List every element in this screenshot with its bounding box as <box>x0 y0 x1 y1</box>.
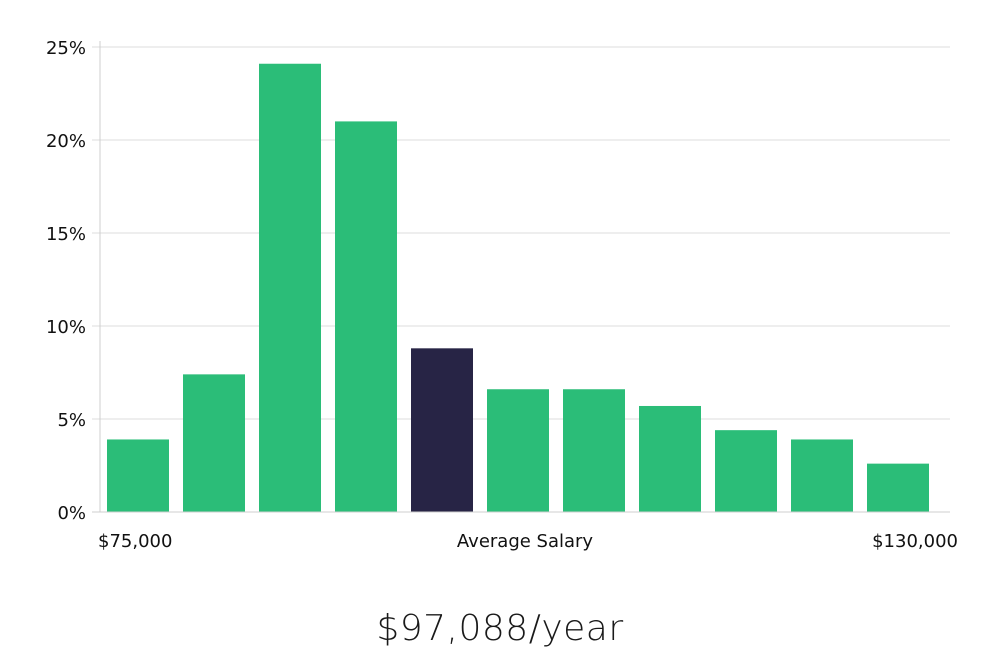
bar <box>563 389 625 512</box>
x-axis-max-label: $130,000 <box>872 531 958 552</box>
x-axis-title: Average Salary <box>457 531 594 552</box>
gridlines <box>92 46 950 420</box>
bar <box>487 389 549 512</box>
bar <box>867 463 929 512</box>
y-axis-ticks: 0% 5% 10% 15% 20% 25% <box>46 38 86 524</box>
bars <box>107 63 929 513</box>
salary-histogram: 0%5%10%15%20%25% $75,000 Average Salary … <box>46 38 958 552</box>
x-axis-min-label: $75,000 <box>98 531 172 552</box>
bar <box>335 121 397 513</box>
y-tick-label: 25% <box>46 38 86 59</box>
bar <box>107 439 169 512</box>
bar <box>183 374 245 512</box>
average-salary-value: $97,088/year <box>376 608 624 649</box>
bar <box>791 439 853 512</box>
bar <box>639 405 701 512</box>
y-tick-label: 15% <box>46 224 86 245</box>
bar-average-salary <box>411 348 473 512</box>
y-tick-label: 20% <box>46 131 86 152</box>
axes <box>92 41 950 513</box>
bar <box>715 430 777 512</box>
y-tick-label: 0% <box>57 503 86 524</box>
y-tick-label: 10% <box>46 317 86 338</box>
y-tick-label: 5% <box>57 410 86 431</box>
bar <box>259 63 321 513</box>
